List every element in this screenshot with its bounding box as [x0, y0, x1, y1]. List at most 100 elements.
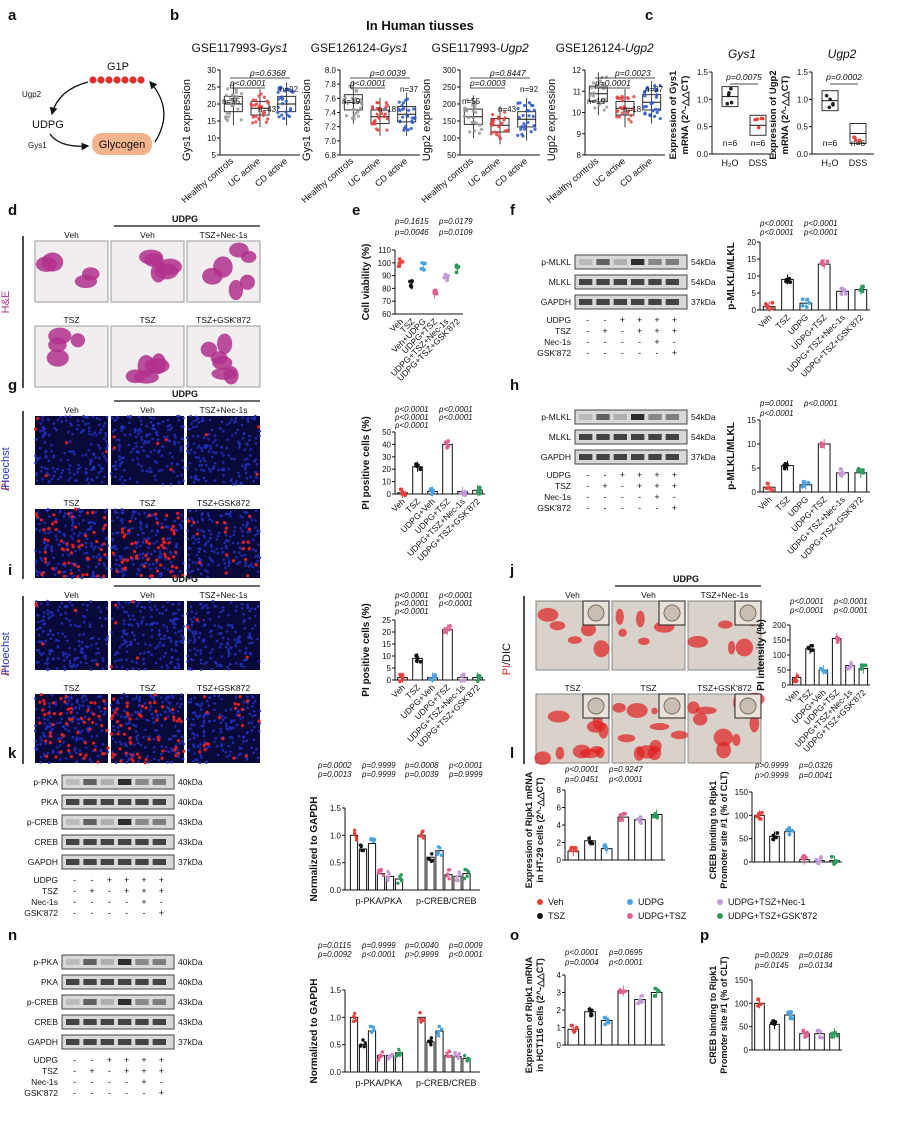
data-point	[818, 1029, 823, 1034]
nucleus	[207, 467, 211, 471]
nucleus	[242, 700, 246, 704]
nucleus	[209, 543, 213, 547]
nucleus	[211, 519, 214, 523]
condition-sign: +	[159, 1055, 164, 1065]
subpanel-ylabel: Gys1 expression	[301, 79, 313, 161]
nucleus	[186, 660, 189, 663]
condition-sign: -	[73, 1077, 76, 1087]
nucleus	[204, 623, 207, 626]
nucleus	[95, 476, 99, 479]
nucleus	[180, 634, 184, 638]
nucleus	[228, 662, 232, 666]
kda-label: 37kDa	[178, 857, 203, 867]
pi-cell	[102, 542, 106, 546]
nucleus	[176, 748, 179, 752]
nucleus	[203, 459, 206, 463]
nucleus	[148, 708, 152, 712]
nucleus	[189, 618, 192, 621]
nucleus	[43, 722, 47, 725]
data-point	[419, 833, 423, 837]
nucleus	[182, 625, 186, 628]
data-point	[802, 481, 806, 485]
data-point	[284, 110, 288, 114]
tile-label: TSZ	[139, 498, 155, 508]
nucleus	[120, 475, 124, 478]
nucleus	[246, 695, 249, 699]
p-value: p<0.0001	[833, 597, 868, 606]
nucleus	[140, 464, 143, 468]
data-point	[398, 1053, 402, 1057]
nucleus	[190, 517, 193, 520]
nucleus	[48, 705, 51, 709]
data-point	[398, 874, 402, 879]
nucleus	[76, 656, 80, 660]
data-point	[786, 1010, 791, 1015]
nucleus	[176, 710, 180, 713]
nucleus	[192, 641, 196, 644]
nucleus	[200, 607, 204, 610]
pi-cell	[246, 574, 250, 578]
nucleus	[78, 514, 81, 517]
nucleus	[99, 428, 103, 431]
blot-row-label: p-MLKL	[541, 257, 571, 267]
nucleus	[252, 701, 255, 705]
tile-label: TSZ+GSK'872	[697, 683, 752, 693]
nucleus	[101, 529, 105, 533]
nucleus	[241, 436, 245, 440]
nucleus	[76, 625, 79, 628]
nucleus	[65, 605, 69, 609]
nucleus	[101, 657, 105, 660]
nucleus	[226, 423, 229, 426]
data-point	[603, 1022, 607, 1027]
nucleus	[160, 556, 163, 559]
data-point	[475, 489, 480, 494]
nucleus	[166, 568, 170, 571]
data-point	[861, 284, 865, 289]
nucleus	[209, 656, 212, 660]
nucleus	[225, 546, 228, 550]
condition-sign: +	[124, 886, 129, 896]
cell	[223, 366, 239, 385]
nucleus	[217, 531, 221, 535]
pi-cell	[73, 563, 77, 567]
nucleus	[120, 521, 124, 524]
pi-cell	[198, 750, 202, 754]
data-point	[432, 674, 437, 679]
band	[83, 1019, 97, 1025]
nucleus	[88, 623, 92, 626]
pi-cell	[155, 718, 159, 722]
data-point	[396, 264, 401, 269]
nucleus	[43, 427, 46, 430]
data-point	[471, 116, 475, 120]
pi-cell	[224, 526, 228, 530]
nucleus	[227, 654, 230, 658]
nucleus	[74, 549, 77, 553]
nucleus	[225, 755, 229, 758]
nucleus	[210, 455, 214, 459]
nucleus	[42, 752, 46, 756]
data-point	[446, 868, 451, 872]
data-point	[574, 1025, 579, 1030]
nucleus	[137, 567, 140, 571]
data-point	[421, 267, 426, 272]
nucleus	[47, 473, 50, 477]
nucleus	[62, 532, 66, 536]
pi-cell	[160, 756, 164, 760]
nucleus	[136, 462, 140, 466]
data-point	[807, 301, 812, 305]
nucleus	[248, 438, 251, 442]
p-value: p<0.0001	[803, 399, 838, 408]
data-point	[416, 463, 420, 468]
data-point	[461, 673, 466, 678]
condition-sign: +	[141, 875, 146, 885]
pi-cell	[231, 559, 235, 563]
bar	[444, 874, 453, 891]
nucleus	[117, 531, 120, 535]
nucleus	[162, 637, 166, 640]
nucleus	[131, 698, 135, 701]
condition-label: GSK'872	[537, 503, 571, 513]
band	[83, 959, 97, 965]
bar	[349, 834, 359, 891]
data-point	[593, 99, 598, 103]
nucleus	[92, 548, 95, 551]
